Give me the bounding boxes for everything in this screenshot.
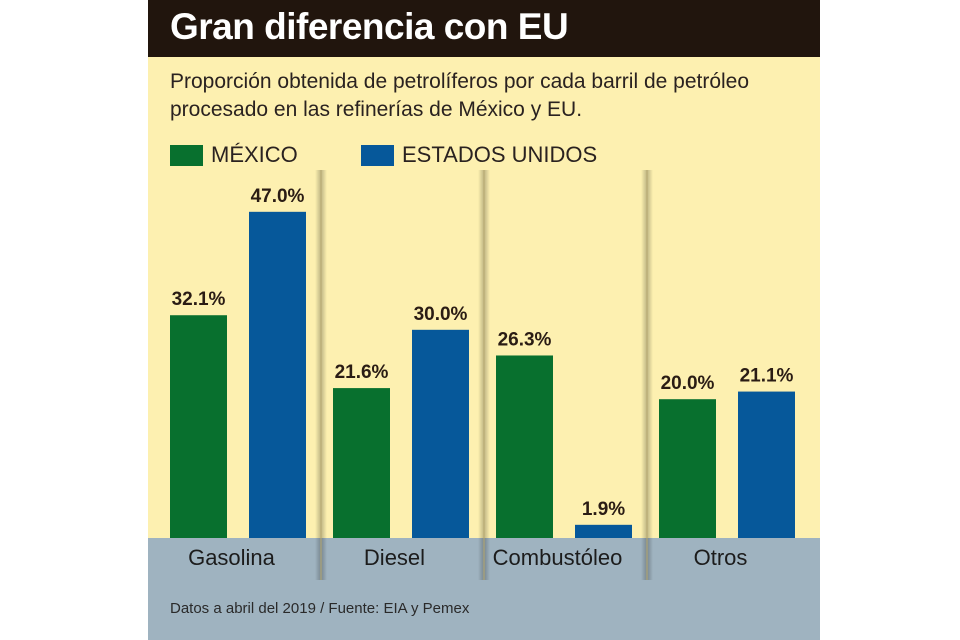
chart-subtitle: Proporción obtenida de petrolíferos por …	[170, 70, 750, 121]
bar-mexico-0	[170, 315, 227, 538]
legend-label-usa: ESTADOS UNIDOS	[402, 142, 598, 167]
chart-title: Gran diferencia con EU	[170, 6, 569, 47]
title-bar: Gran diferencia con EU	[148, 0, 820, 57]
bar-usa-1	[412, 329, 469, 538]
bar-usa-3	[738, 391, 795, 538]
legend-label-mexico: MÉXICO	[211, 142, 298, 167]
bar-mexico-3	[659, 399, 716, 538]
bar-mexico-1	[333, 388, 390, 538]
value-label: 1.9%	[582, 499, 625, 520]
source-note: Datos a abril del 2019 / Fuente: EIA y P…	[170, 600, 470, 617]
bar-usa-0	[249, 211, 306, 538]
value-label: 20.0%	[661, 373, 715, 394]
category-label: Otros	[694, 545, 748, 570]
value-label: 30.0%	[414, 304, 468, 325]
category-label: Diesel	[364, 545, 425, 570]
legend-item-usa: ESTADOS UNIDOS	[361, 142, 598, 167]
legend-swatch-usa	[361, 144, 394, 166]
category-label: Gasolina	[188, 545, 276, 570]
bar-usa-2	[575, 524, 632, 538]
value-label: 21.1%	[740, 366, 794, 387]
chart-card: Gran diferencia con EU Proporción obteni…	[148, 0, 820, 640]
value-label: 47.0%	[251, 186, 305, 207]
value-label: 26.3%	[498, 329, 552, 350]
value-label: 32.1%	[172, 289, 226, 310]
legend-item-mexico: MÉXICO	[170, 142, 298, 167]
bar-chart: 32.1% 47.0% Gasolina 21.6% 30.0% Diesel 26.3% 1…	[170, 170, 795, 580]
value-label: 21.6%	[335, 362, 389, 383]
category-label: Combustóleo	[493, 545, 623, 570]
legend-swatch-mexico	[170, 144, 203, 166]
bar-mexico-2	[496, 355, 553, 538]
